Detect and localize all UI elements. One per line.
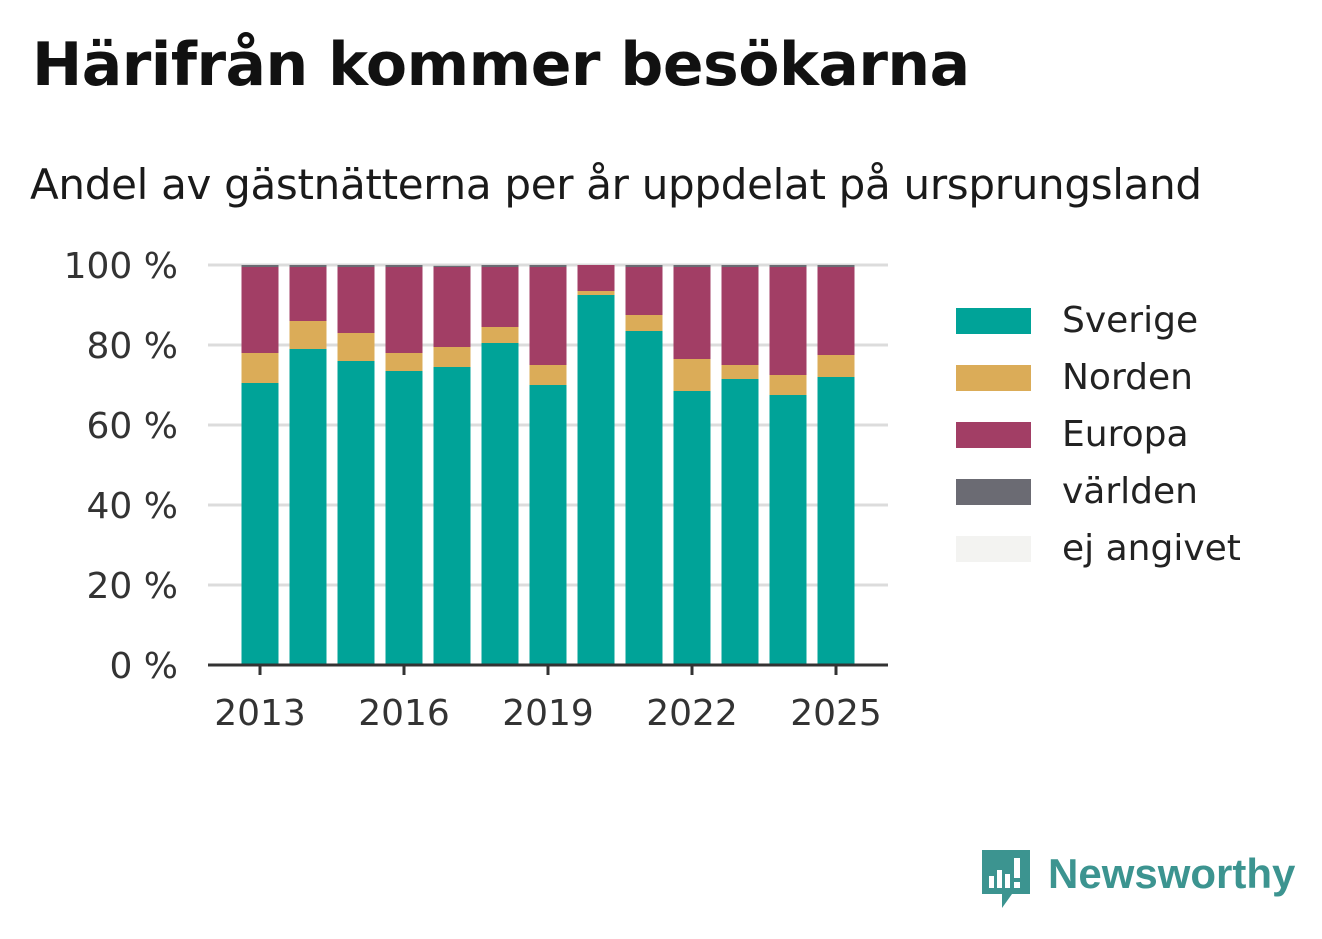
legend-swatch-sverige	[956, 308, 1031, 334]
legend-label-norden: Norden	[1062, 357, 1193, 398]
bar-segment-sverige-2016	[385, 371, 423, 665]
bar-segment-norden-2016	[385, 353, 423, 371]
bar-segment-norden-2020	[577, 291, 615, 295]
bar-segment-europa-2015	[337, 267, 375, 333]
chart-subtitle: Andel av gästnätterna per år uppdelat på…	[30, 160, 1202, 209]
bar-segment-norden-2022	[673, 359, 711, 391]
bars	[241, 265, 855, 665]
bar-segment-europa-2024	[769, 267, 807, 375]
bar-segment-norden-2021	[625, 315, 663, 331]
bar-segment-europa-2023	[721, 267, 759, 365]
newsworthy-brand: Newsworthy	[980, 848, 1300, 912]
legend-item-ej-angivet: ej angivet	[956, 528, 1296, 569]
bar-segment-sverige-2017	[433, 367, 471, 665]
bar-segment-sverige-2013	[241, 383, 279, 665]
y-tick-label: 0 %	[109, 646, 178, 687]
legend-label-varlden: världen	[1062, 471, 1198, 512]
x-tick-label: 2025	[790, 693, 882, 734]
bar-segment-sverige-2023	[721, 379, 759, 665]
bar-segment-varlden-2013	[241, 265, 279, 267]
legend-item-europa: Europa	[956, 414, 1296, 455]
bar-segment-varlden-2017	[433, 265, 471, 267]
legend-label-europa: Europa	[1062, 414, 1189, 455]
y-tick-label: 20 %	[87, 566, 178, 607]
bar-segment-varlden-2014	[289, 265, 327, 267]
bar-segment-varlden-2023	[721, 265, 759, 267]
legend-item-sverige: Sverige	[956, 300, 1296, 341]
chart-title: Härifrån kommer besökarna	[32, 30, 970, 100]
axes: 0 % 20 % 40 % 60 % 80 % 100 % 2013 2016 2019 2022…	[64, 246, 888, 734]
newsworthy-logo-icon	[982, 850, 1030, 908]
legend-swatch-europa	[956, 422, 1031, 448]
bar-segment-europa-2013	[241, 267, 279, 353]
x-tick-label: 2022	[646, 693, 738, 734]
bar-segment-norden-2024	[769, 375, 807, 395]
bar-segment-sverige-2021	[625, 331, 663, 665]
x-tick-label: 2016	[358, 693, 450, 734]
bar-segment-europa-2022	[673, 267, 711, 359]
bar-segment-norden-2014	[289, 321, 327, 349]
bar-segment-sverige-2015	[337, 361, 375, 665]
bar-segment-europa-2014	[289, 267, 327, 321]
legend-swatch-norden	[956, 365, 1031, 391]
bar-segment-norden-2013	[241, 353, 279, 383]
bar-segment-norden-2015	[337, 333, 375, 361]
bar-segment-varlden-2024	[769, 265, 807, 267]
bar-segment-norden-2023	[721, 365, 759, 379]
legend-swatch-varlden	[956, 479, 1031, 505]
bar-segment-varlden-2018	[481, 265, 519, 267]
y-tick-label: 40 %	[87, 486, 178, 527]
bar-segment-norden-2019	[529, 365, 567, 385]
legend-label-sverige: Sverige	[1062, 300, 1199, 341]
legend-label-ej-angivet: ej angivet	[1062, 528, 1241, 569]
bar-segment-europa-2018	[481, 267, 519, 327]
bar-segment-varlden-2025	[817, 265, 855, 267]
legend-item-norden: Norden	[956, 357, 1296, 398]
legend-swatch-ej-angivet	[956, 536, 1031, 562]
bar-segment-sverige-2020	[577, 295, 615, 665]
bar-segment-sverige-2018	[481, 343, 519, 665]
y-tick-label: 60 %	[87, 406, 178, 447]
bar-segment-sverige-2025	[817, 377, 855, 665]
bar-segment-europa-2019	[529, 267, 567, 365]
x-tick-label: 2019	[502, 693, 594, 734]
bar-segment-varlden-2022	[673, 265, 711, 267]
bar-segment-varlden-2019	[529, 265, 567, 267]
bar-segment-norden-2025	[817, 355, 855, 377]
bar-segment-europa-2025	[817, 267, 855, 355]
bar-segment-europa-2020	[577, 265, 615, 291]
x-tick-label: 2013	[214, 693, 306, 734]
brand-name: Newsworthy	[1048, 850, 1296, 897]
y-tick-label: 80 %	[87, 326, 178, 367]
bar-segment-europa-2021	[625, 267, 663, 315]
bar-segment-europa-2017	[433, 267, 471, 347]
bar-segment-sverige-2022	[673, 391, 711, 665]
bar-segment-varlden-2016	[385, 265, 423, 267]
bar-segment-europa-2016	[385, 267, 423, 353]
legend-item-varlden: världen	[956, 471, 1296, 512]
bar-segment-sverige-2019	[529, 385, 567, 665]
bar-segment-sverige-2014	[289, 349, 327, 665]
bar-segment-varlden-2015	[337, 265, 375, 267]
bar-segment-norden-2017	[433, 347, 471, 367]
bar-segment-sverige-2024	[769, 395, 807, 665]
bar-segment-norden-2018	[481, 327, 519, 343]
bar-segment-varlden-2021	[625, 265, 663, 267]
y-tick-label: 100 %	[64, 246, 178, 287]
